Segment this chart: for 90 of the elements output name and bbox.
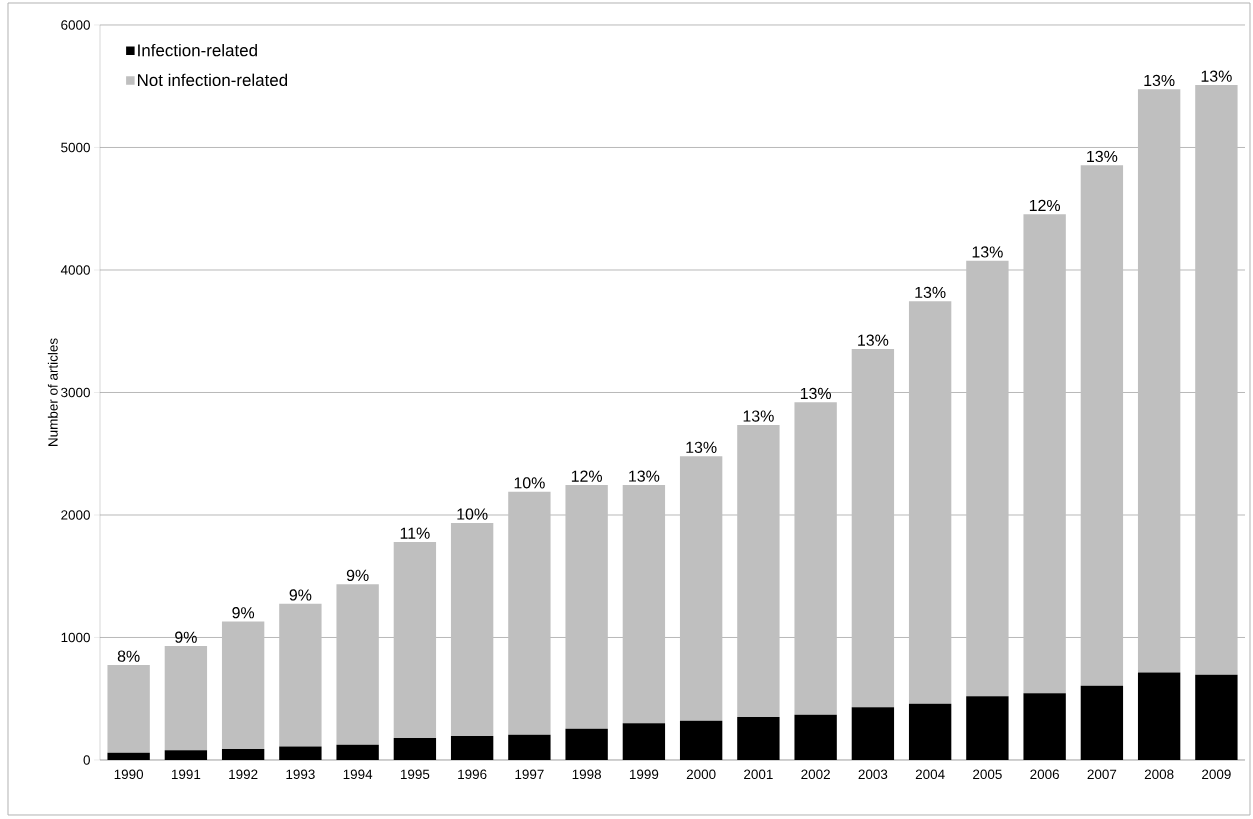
bar: [737, 717, 780, 760]
bar: [107, 752, 150, 760]
bar: [164, 646, 208, 751]
bar: [508, 734, 551, 760]
bar: [908, 703, 952, 760]
x-tick-label: 2006: [1030, 769, 1059, 780]
annotation: 12%: [1029, 199, 1061, 212]
x-tick-label: 1998: [572, 769, 601, 780]
annotation: 13%: [800, 387, 832, 400]
bar: [1137, 672, 1181, 760]
y-tick-label: 0: [83, 755, 90, 765]
x-tick-label: 2002: [801, 769, 830, 780]
annotation: 11%: [400, 527, 430, 539]
bar: [1023, 214, 1066, 694]
y-tick-label: 5000: [61, 142, 90, 153]
bar: [393, 541, 437, 738]
x-tick-label: 2004: [915, 769, 945, 780]
y-tick-label: 3000: [61, 387, 90, 398]
y-tick-label: 1000: [61, 632, 90, 643]
bar: [851, 707, 895, 760]
bar: [107, 665, 150, 753]
bar: [1137, 89, 1181, 673]
y-tick-label: 4000: [60, 265, 90, 275]
bar: [851, 349, 895, 708]
bar: [1195, 85, 1238, 675]
legend-label: Not infection-related: [137, 73, 288, 87]
x-tick-label: 2008: [1144, 769, 1174, 780]
x-tick-label: 1991: [171, 769, 201, 780]
bar: [565, 484, 608, 729]
bar: [1080, 685, 1124, 760]
bar: [336, 744, 379, 760]
bar: [966, 696, 1009, 760]
annotation: 13%: [1144, 74, 1175, 87]
annotation: 9%: [289, 589, 312, 601]
bar: [737, 424, 780, 718]
legend-label: Infection-related: [138, 43, 257, 57]
bar: [622, 723, 666, 760]
x-tick-label: 2000: [686, 769, 716, 780]
x-tick-label: 1990: [114, 769, 144, 780]
x-tick-label: 2007: [1087, 769, 1117, 780]
bar: [164, 750, 208, 760]
annotation: 13%: [972, 246, 1003, 258]
bar: [221, 748, 265, 760]
x-tick-label: 2009: [1202, 769, 1231, 780]
bar: [794, 714, 837, 760]
x-tick-label: 1999: [629, 769, 659, 780]
annotation: 10%: [457, 508, 488, 520]
annotation: 12%: [571, 470, 603, 482]
bar: [1023, 693, 1066, 760]
x-tick-label: 1995: [400, 769, 430, 780]
annotation: 13%: [915, 286, 946, 299]
bar: [279, 746, 322, 760]
x-tick-label: 1997: [515, 769, 544, 780]
annotation: 13%: [743, 410, 774, 422]
bar: [622, 484, 666, 724]
annotation: 9%: [346, 569, 369, 581]
bar: [393, 737, 437, 760]
annotation: 8%: [117, 650, 140, 662]
bar: [966, 260, 1009, 697]
annotation: 13%: [629, 470, 660, 482]
bar: [679, 720, 723, 760]
annotation: 10%: [514, 477, 545, 489]
bar: [279, 603, 322, 747]
annotation: 9%: [232, 607, 255, 619]
bar: [794, 402, 837, 715]
x-tick-label: 1992: [229, 769, 258, 780]
bar: [565, 728, 608, 760]
annotation: 9%: [175, 631, 197, 643]
x-tick-label: 2003: [858, 769, 888, 780]
x-tick-label: 1994: [343, 769, 373, 780]
x-tick-label: 2005: [973, 769, 1002, 780]
bar: [508, 491, 551, 735]
annotation: 13%: [858, 334, 889, 346]
annotation: 13%: [686, 441, 717, 453]
bar: [908, 301, 952, 704]
bar: [450, 522, 494, 737]
annotation: 13%: [1201, 70, 1232, 82]
bar: [679, 456, 723, 721]
bar: [221, 621, 265, 749]
bar: [1080, 165, 1124, 686]
y-tick-label: 2000: [61, 510, 90, 520]
annotation: 13%: [1087, 150, 1118, 163]
y-axis-title: Number of articles: [47, 338, 58, 446]
x-tick-label: 2001: [744, 769, 773, 780]
y-tick-label: 6000: [61, 20, 90, 30]
x-tick-label: 1993: [286, 769, 315, 780]
bar: [336, 584, 379, 745]
x-tick-label: 1996: [458, 769, 487, 780]
bar: [450, 736, 494, 760]
bar: [1195, 674, 1238, 760]
